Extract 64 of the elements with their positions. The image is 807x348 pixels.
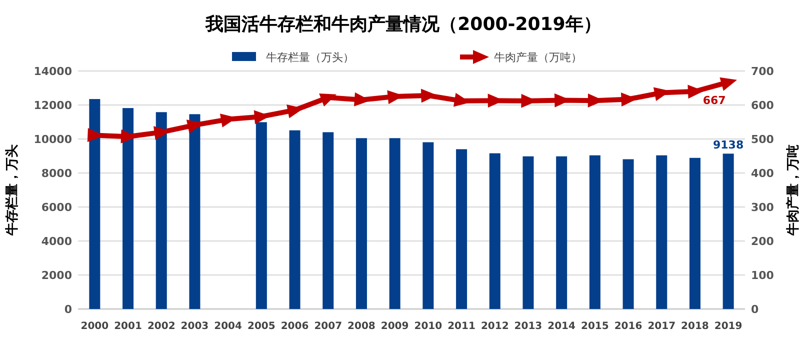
x-tick-label: 2000 bbox=[80, 321, 109, 332]
x-tick-label: 2012 bbox=[480, 321, 509, 332]
bar bbox=[289, 130, 300, 309]
y2-tick-label: 0 bbox=[751, 303, 759, 316]
x-tick-label: 2017 bbox=[648, 321, 676, 332]
x-tick-label: 2019 bbox=[714, 321, 742, 332]
bar bbox=[422, 142, 434, 309]
x-tick-label: 2008 bbox=[348, 321, 376, 332]
y-tick-label: 6000 bbox=[41, 201, 72, 214]
x-tick-label: 2010 bbox=[414, 321, 442, 332]
y2-tick-label: 700 bbox=[751, 65, 774, 78]
bar bbox=[189, 114, 200, 309]
y-tick-label: 8000 bbox=[41, 167, 72, 180]
bar bbox=[622, 159, 634, 309]
x-tick-label: 2002 bbox=[147, 321, 176, 332]
x-tick-label: 2013 bbox=[514, 321, 542, 332]
data-label: 9138 bbox=[713, 138, 744, 152]
y-tick-label: 2000 bbox=[41, 269, 72, 282]
x-tick-label: 2014 bbox=[548, 321, 576, 332]
chart-title: 我国活牛存栏和牛肉产量情况（2000-2019年） bbox=[204, 14, 602, 35]
y-tick-label: 0 bbox=[64, 303, 72, 316]
y2-tick-label: 500 bbox=[751, 133, 774, 146]
x-tick-label: 2015 bbox=[581, 321, 609, 332]
bar bbox=[722, 154, 734, 309]
bar bbox=[156, 112, 167, 309]
data-label: 667 bbox=[702, 94, 726, 108]
point bbox=[688, 84, 704, 99]
y2-axis-title: 牛肉产量，万吨 bbox=[785, 144, 801, 236]
x-tick-label: 2006 bbox=[280, 321, 309, 332]
y-axis-title: 牛存栏量，万头 bbox=[5, 144, 20, 236]
bar bbox=[322, 132, 334, 309]
y-tick-label: 12000 bbox=[34, 99, 72, 112]
bar bbox=[389, 138, 400, 309]
y2-tick-label: 300 bbox=[751, 201, 774, 214]
y-tick-label: 4000 bbox=[41, 235, 72, 248]
y2-tick-label: 100 bbox=[751, 269, 774, 282]
bar bbox=[89, 99, 100, 309]
x-tick-label: 2009 bbox=[380, 321, 409, 332]
x-tick-label: 2004 bbox=[214, 321, 242, 332]
bar bbox=[356, 138, 367, 309]
legend-label: 牛存栏量（万头） bbox=[266, 51, 354, 64]
x-tick-label: 2005 bbox=[248, 321, 276, 332]
x-tick-label: 2001 bbox=[114, 321, 142, 332]
point bbox=[720, 77, 737, 91]
x-tick-label: 2018 bbox=[681, 321, 709, 332]
bar bbox=[122, 108, 134, 309]
x-tick-label: 2003 bbox=[180, 321, 209, 332]
x-tick-label: 2007 bbox=[314, 321, 342, 332]
bar bbox=[489, 153, 500, 309]
legend-label: 牛肉产量（万吨） bbox=[494, 51, 582, 64]
bar bbox=[522, 156, 534, 309]
bar bbox=[256, 122, 267, 309]
y2-tick-label: 400 bbox=[751, 167, 774, 180]
bar bbox=[689, 158, 700, 309]
y-tick-label: 10000 bbox=[34, 133, 72, 146]
y2-tick-label: 600 bbox=[751, 99, 774, 112]
y2-tick-label: 200 bbox=[751, 235, 774, 248]
bar bbox=[456, 149, 468, 309]
bar bbox=[656, 155, 668, 309]
x-tick-label: 2011 bbox=[448, 321, 476, 332]
bar bbox=[589, 155, 600, 309]
x-tick-label: 2016 bbox=[614, 321, 642, 332]
bar bbox=[556, 156, 568, 309]
y-tick-label: 14000 bbox=[34, 65, 72, 78]
